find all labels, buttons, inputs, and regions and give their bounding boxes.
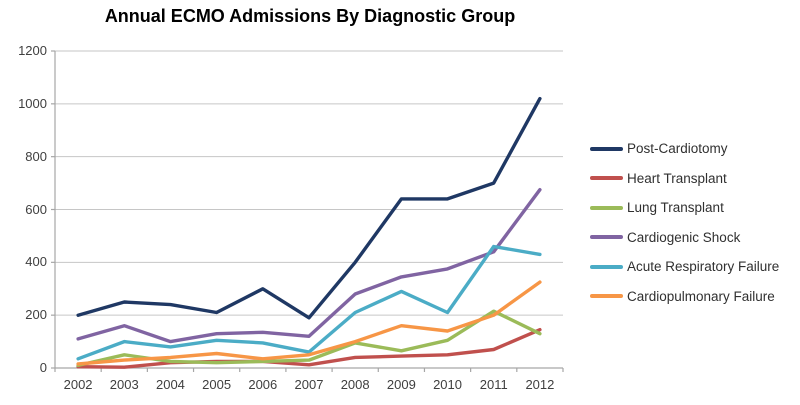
- y-axis-label-1200: 1200: [18, 43, 47, 58]
- x-axis-label-2002: 2002: [63, 377, 93, 392]
- legend-label: Cardiogenic Shock: [627, 229, 741, 245]
- series-line-cardiopulmonary-failure: [76, 280, 542, 366]
- legend-item-cardiopulmonary-failure: Cardiopulmonary Failure: [590, 282, 800, 312]
- y-axis-label-200: 200: [25, 307, 47, 323]
- legend-line-swatch: [590, 235, 623, 240]
- x-axis-label-2010: 2010: [433, 377, 462, 392]
- chart-title: Annual ECMO Admissions By Diagnostic Gro…: [104, 6, 516, 26]
- legend-line-swatch: [590, 146, 623, 151]
- x-axis-label-2008: 2008: [340, 377, 370, 392]
- legend-label: Post-Cardiotomy: [627, 141, 728, 157]
- legend-item-heart-transplant: Heart Transplant: [590, 164, 800, 194]
- legend-item-acute-respiratory-failure: Acute Respiratory Failure: [590, 252, 800, 282]
- x-axis-label-2011: 2011: [479, 377, 508, 392]
- legend-item-lung-transplant: Lung Transplant: [590, 193, 800, 223]
- legend-line-swatch: [590, 176, 623, 181]
- x-axis-label-2005: 2005: [202, 377, 232, 392]
- legend-line-swatch: [590, 264, 623, 269]
- legend-label: Acute Respiratory Failure: [627, 259, 780, 275]
- y-axis-label-400: 400: [25, 254, 47, 270]
- series-line-post-cardiotomy: [76, 96, 542, 320]
- legend-line-swatch: [590, 205, 623, 210]
- x-axis-label-2012: 2012: [525, 377, 555, 392]
- y-axis-label-0: 0: [39, 360, 47, 375]
- series-line-heart-transplant: [76, 328, 542, 369]
- legend-item-cardiogenic-shock: Cardiogenic Shock: [590, 223, 800, 253]
- legend-label: Lung Transplant: [627, 200, 724, 216]
- x-axis-label-2007: 2007: [294, 377, 324, 392]
- legend-item-post-cardiotomy: Post-Cardiotomy: [590, 134, 800, 164]
- x-axis-label-2003: 2003: [109, 377, 139, 392]
- x-axis-label-2006: 2006: [248, 377, 278, 392]
- chart-legend: Post-Cardiotomy Heart Transplant Lung Tran…: [590, 134, 800, 311]
- x-axis-label-2004: 2004: [155, 377, 185, 392]
- y-axis-label-600: 600: [25, 201, 47, 217]
- y-axis-label-800: 800: [25, 148, 47, 164]
- y-axis-label-1000: 1000: [18, 95, 47, 111]
- series-line-cardiogenic-shock: [76, 187, 542, 344]
- legend-label: Cardiopulmonary Failure: [627, 288, 775, 304]
- x-axis-label-2009: 2009: [386, 377, 416, 392]
- legend-label: Heart Transplant: [627, 170, 727, 186]
- legend-line-swatch: [590, 294, 623, 299]
- series-line-acute-respiratory-failure: [76, 244, 542, 361]
